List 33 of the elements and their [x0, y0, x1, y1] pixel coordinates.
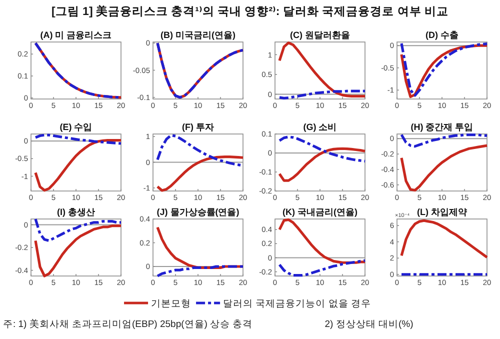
chart-title: (C) 원달러환율 — [290, 30, 350, 40]
line-series — [278, 147, 366, 182]
line-series — [278, 136, 366, 162]
line-series — [278, 41, 366, 98]
line-series — [34, 134, 122, 145]
line-series — [156, 265, 244, 278]
chart-title: (H) 중간재 투입 — [410, 122, 474, 132]
chart-title: (E) 수입 — [60, 122, 92, 132]
line-series — [400, 219, 488, 259]
chart-title: (K) 국내금리(연율) — [282, 207, 358, 217]
line-series — [34, 218, 122, 242]
chart-title: (L) 차입제약 — [417, 207, 467, 217]
line-series — [34, 139, 122, 192]
line-series — [34, 42, 122, 99]
chart-title: (J) 물가상승률(연율) — [156, 207, 240, 217]
line-series — [278, 259, 366, 277]
chart-title: (A) 미 금융리스크 — [40, 30, 112, 40]
line-series — [400, 133, 488, 148]
line-series — [34, 224, 122, 278]
chart-title: (G) 소비 — [303, 122, 337, 132]
text: 2) 정상상태 대비(%) — [324, 319, 414, 330]
line-series — [278, 90, 366, 100]
chart-title: (B) 미국금리(연율) — [160, 30, 236, 40]
line-series — [156, 156, 244, 192]
text: [그림 1] 美금융리스크 충격¹⁾의 국내 영향²⁾: 달러화 국제금융경로 여부 비교 — [52, 4, 448, 18]
chart-title: (D) 수출 — [426, 30, 458, 40]
line-series — [156, 42, 244, 99]
text: 주: 1) 美회사채 초과프리미엄(EBP) 25bp(연율) 상승 충격 — [3, 318, 253, 330]
legend-label: 기본모형 — [151, 298, 192, 310]
legend-label: 달러의 국제금융기능이 없을 경우 — [223, 298, 371, 310]
chart-title: (I) 총생산 — [57, 207, 95, 217]
chart-title: (F) 투자 — [182, 122, 214, 132]
line-series — [400, 144, 488, 192]
